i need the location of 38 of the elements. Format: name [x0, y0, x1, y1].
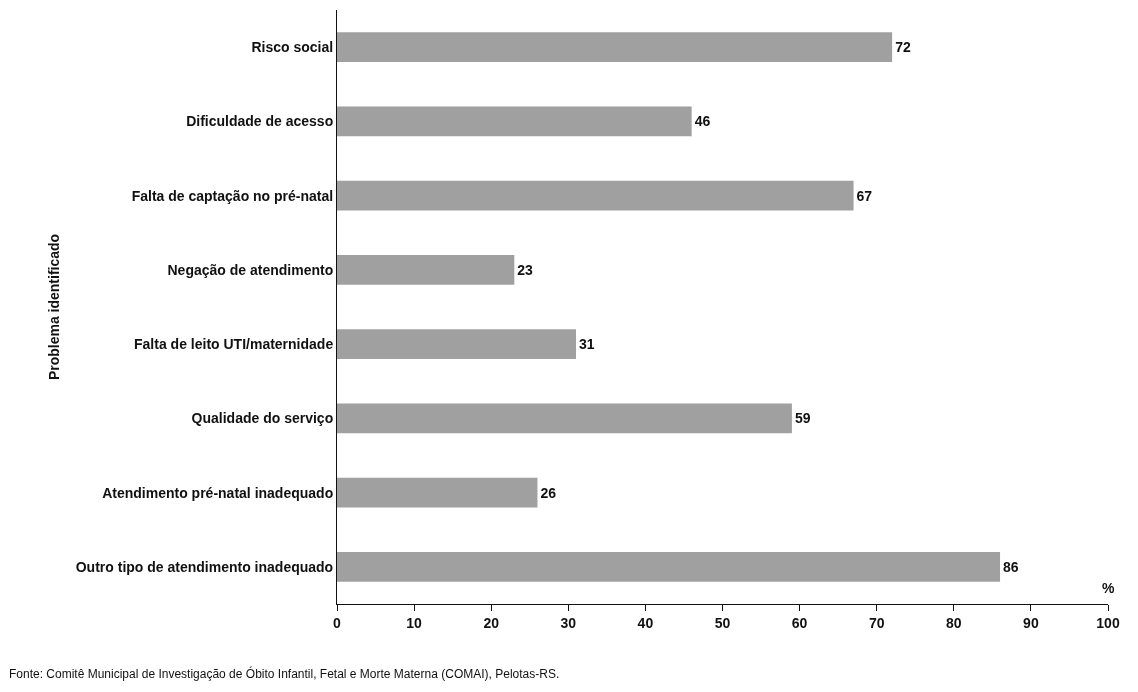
x-tick-label: 90: [1023, 614, 1039, 631]
y-tick-label: Risco social: [251, 39, 334, 56]
x-tick-label: 70: [868, 614, 885, 631]
y-tick-label: Falta de captação no pré-natal: [131, 187, 334, 204]
x-tick-label: 60: [791, 614, 808, 631]
y-tick-label: Qualidade do serviço: [191, 410, 334, 427]
x-tick-label: 10: [406, 614, 423, 631]
data-label: 86: [1003, 558, 1019, 575]
bar: [337, 403, 792, 434]
data-label: 72: [895, 39, 911, 56]
x-tick-label: 40: [637, 614, 654, 631]
y-tick-label: Falta de leito UTI/maternidade: [134, 336, 334, 353]
x-tick-label: 100: [1096, 614, 1120, 631]
x-tick-label: 50: [714, 614, 731, 631]
x-tick-label: 0: [333, 614, 342, 631]
source-note: Fonte: Comitê Municipal de Investigação de Óbito Infantil, Fetal e Morte Materna (COMAI), Pelotas-RS.: [9, 666, 560, 681]
data-label: 26: [540, 484, 557, 501]
data-label: 23: [517, 261, 534, 278]
bar: [337, 477, 538, 508]
y-tick-label: Dificuldade de acesso: [186, 113, 334, 130]
x-axis-title: %: [1102, 580, 1115, 596]
data-label: 59: [794, 410, 811, 427]
data-label: 46: [694, 113, 711, 130]
bar: [337, 329, 577, 359]
data-label: 67: [856, 187, 873, 204]
data-label: 31: [579, 336, 595, 353]
x-tick-label: 30: [560, 614, 577, 631]
bar: [337, 106, 692, 137]
bar: [337, 552, 1001, 582]
bar: [337, 32, 893, 62]
y-axis-title: Problema identificado: [46, 233, 63, 381]
x-tick-label: 80: [946, 614, 962, 631]
bar: [337, 255, 515, 285]
y-tick-label: Negação de atendimento: [167, 261, 334, 278]
x-tick-label: 20: [483, 614, 500, 631]
bar: [337, 180, 854, 211]
y-tick-label: Outro tipo de atendimento inadequado: [75, 558, 334, 575]
y-tick-label: Atendimento pré-natal inadequado: [102, 484, 334, 501]
